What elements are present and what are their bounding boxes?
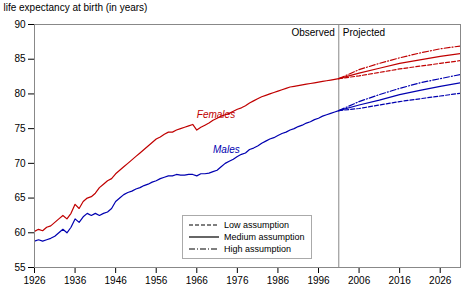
- svg-text:Males: Males: [213, 144, 240, 155]
- svg-text:2016: 2016: [389, 275, 412, 286]
- svg-text:70: 70: [14, 158, 26, 169]
- svg-text:Projected: Projected: [343, 27, 385, 38]
- svg-text:2006: 2006: [348, 275, 371, 286]
- svg-text:85: 85: [14, 53, 26, 64]
- svg-text:2026: 2026: [429, 275, 452, 286]
- html-text:Medium assumption: Medium assumption: [224, 232, 305, 242]
- svg-text:Observed: Observed: [291, 27, 334, 38]
- svg-text:65: 65: [14, 192, 26, 203]
- svg-text:1966: 1966: [186, 275, 209, 286]
- svg-text:1926: 1926: [23, 275, 46, 286]
- svg-text:1976: 1976: [226, 275, 249, 286]
- svg-text:Females: Females: [197, 109, 235, 120]
- svg-text:80: 80: [14, 88, 26, 99]
- svg-text:life expectancy at birth (in y: life expectancy at birth (in years): [4, 2, 148, 13]
- svg-text:90: 90: [14, 19, 26, 30]
- svg-text:1936: 1936: [64, 275, 87, 286]
- svg-text:60: 60: [14, 227, 26, 238]
- svg-text:1956: 1956: [145, 275, 168, 286]
- svg-text:1946: 1946: [105, 275, 128, 286]
- svg-text:75: 75: [14, 123, 26, 134]
- html-text:Low assumption: Low assumption: [224, 220, 289, 230]
- svg-text:55: 55: [14, 262, 26, 273]
- svg-text:1986: 1986: [267, 275, 290, 286]
- html-text:High assumption: High assumption: [224, 244, 291, 254]
- svg-text:1996: 1996: [307, 275, 330, 286]
